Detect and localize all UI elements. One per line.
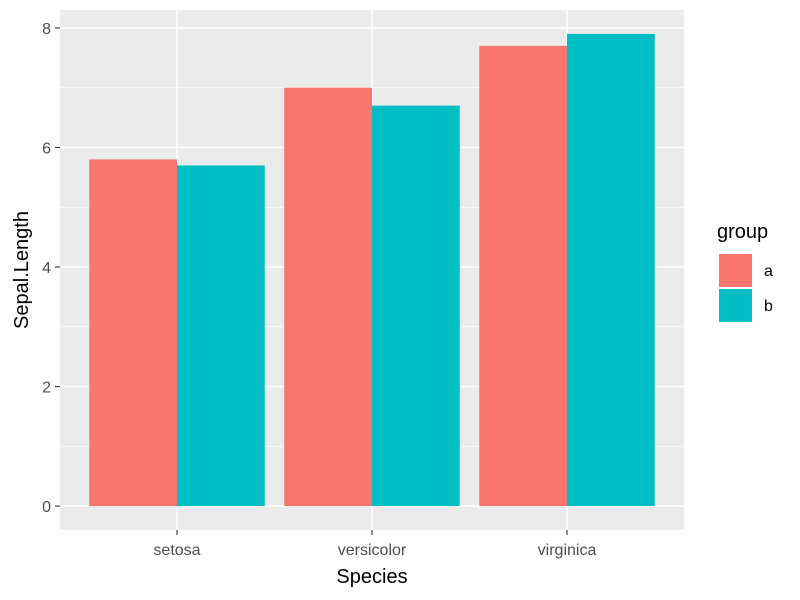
x-tick-label: setosa	[153, 542, 200, 559]
y-tick-label: 2	[42, 380, 51, 397]
y-axis-title: Sepal.Length	[11, 211, 33, 329]
bar-setosa-a	[89, 159, 177, 507]
legend-key-b	[719, 289, 752, 322]
x-tick-label: virginica	[538, 542, 597, 559]
legend-label-a: a	[764, 263, 773, 280]
legend-title: group	[717, 221, 768, 243]
y-axis: 0 2 4 6 8	[42, 21, 60, 516]
y-tick-label: 8	[42, 21, 51, 38]
legend: group a b	[717, 221, 773, 322]
legend-key-a	[719, 254, 752, 287]
y-tick-label: 6	[42, 140, 51, 157]
bar-setosa-b	[177, 165, 265, 507]
legend-label-b: b	[764, 298, 773, 315]
x-axis-title: Species	[336, 566, 407, 588]
bars	[89, 33, 655, 507]
bar-versicolor-a	[284, 87, 372, 507]
bar-virginica-b	[567, 33, 655, 507]
x-axis: setosa versicolor virginica	[153, 530, 596, 559]
y-tick-label: 4	[42, 260, 51, 277]
y-tick-label: 0	[42, 499, 51, 516]
x-tick-label: versicolor	[338, 542, 407, 559]
bar-virginica-a	[479, 45, 567, 507]
bar-versicolor-b	[372, 105, 460, 507]
